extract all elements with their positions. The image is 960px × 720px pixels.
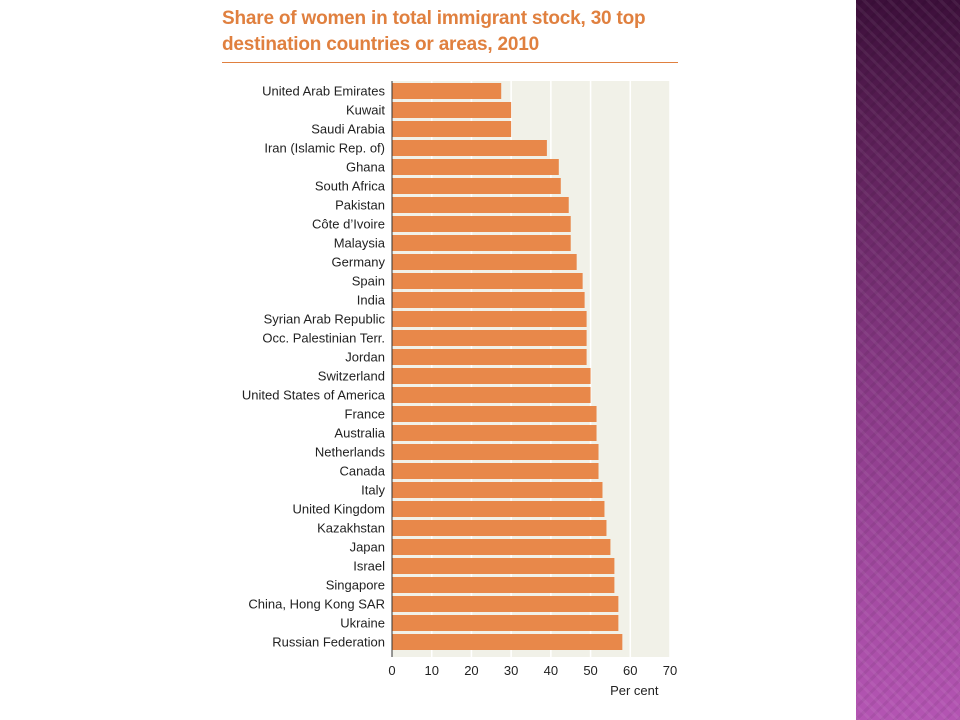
bar [392, 368, 591, 384]
chart-title: Share of women in total immigrant stock,… [222, 8, 646, 55]
bar [392, 311, 587, 327]
bar [392, 197, 569, 213]
bar [392, 349, 587, 365]
category-label: United Arab Emirates [262, 84, 385, 99]
bar [392, 539, 611, 555]
category-label: Occ. Palestinian Terr. [262, 331, 385, 346]
x-tick-label: 50 [583, 663, 597, 678]
bar [392, 159, 559, 175]
bar [392, 615, 619, 631]
x-tick-label: 30 [504, 663, 518, 678]
category-label: China, Hong Kong SAR [248, 597, 385, 612]
category-label: Saudi Arabia [311, 122, 385, 137]
category-labels: United Arab Emirates Kuwait Saudi Arabia Ir… [242, 84, 386, 650]
category-label: Ghana [346, 160, 386, 175]
category-label: Switzerland [318, 369, 385, 384]
bar [392, 425, 597, 441]
category-label: Ukraine [340, 616, 385, 631]
bar [392, 235, 571, 251]
category-label: South Africa [315, 179, 386, 194]
bar [392, 577, 615, 593]
bar [392, 406, 597, 422]
category-label: India [357, 293, 386, 308]
bar [392, 634, 623, 650]
x-tick-label: 10 [424, 663, 438, 678]
x-tick-label: 40 [544, 663, 558, 678]
bar [392, 482, 603, 498]
bar [392, 463, 599, 479]
bar [392, 83, 502, 99]
category-label: Iran (Islamic Rep. of) [264, 141, 385, 156]
category-label: Israel [353, 559, 385, 574]
category-label: Italy [361, 483, 385, 498]
category-label: Spain [352, 274, 385, 289]
bar [392, 330, 587, 346]
slide-area: Share of women in total immigrant stock,… [222, 8, 678, 698]
category-label: Germany [332, 255, 386, 270]
category-label: Pakistan [335, 198, 385, 213]
bar [392, 102, 512, 118]
bar [392, 387, 591, 403]
bar [392, 178, 561, 194]
category-label: Malaysia [334, 236, 386, 251]
bar [392, 444, 599, 460]
category-label: Japan [350, 540, 385, 555]
category-label: Canada [339, 464, 385, 479]
x-tick-label: 20 [464, 663, 478, 678]
bar [392, 520, 607, 536]
decorative-side-band [856, 0, 960, 720]
x-axis-label: Per cent [610, 683, 659, 698]
x-axis-ticks: 0 10 20 30 40 50 60 70 [388, 663, 677, 678]
x-tick-label: 0 [388, 663, 395, 678]
bar-chart: United Arab Emirates Kuwait Saudi Arabia Ir… [242, 81, 677, 698]
bar [392, 596, 619, 612]
bar [392, 501, 605, 517]
bar [392, 216, 571, 232]
bars [392, 83, 623, 650]
bar [392, 558, 615, 574]
category-label: United States of America [242, 388, 386, 403]
category-label: Kuwait [346, 103, 385, 118]
title-rule [222, 62, 678, 63]
category-label: United Kingdom [293, 502, 386, 517]
bar [392, 121, 512, 137]
bar [392, 292, 585, 308]
bar [392, 140, 547, 156]
category-label: Netherlands [315, 445, 386, 460]
bar [392, 273, 583, 289]
x-tick-label: 70 [663, 663, 677, 678]
bar [392, 254, 577, 270]
category-label: Kazakhstan [317, 521, 385, 536]
category-label: Singapore [326, 578, 385, 593]
category-label: Russian Federation [272, 635, 385, 650]
category-label: Côte d’Ivoire [312, 217, 385, 232]
category-label: Australia [334, 426, 385, 441]
category-label: Syrian Arab Republic [264, 312, 386, 327]
category-label: Jordan [345, 350, 385, 365]
category-label: France [345, 407, 385, 422]
x-tick-label: 60 [623, 663, 637, 678]
